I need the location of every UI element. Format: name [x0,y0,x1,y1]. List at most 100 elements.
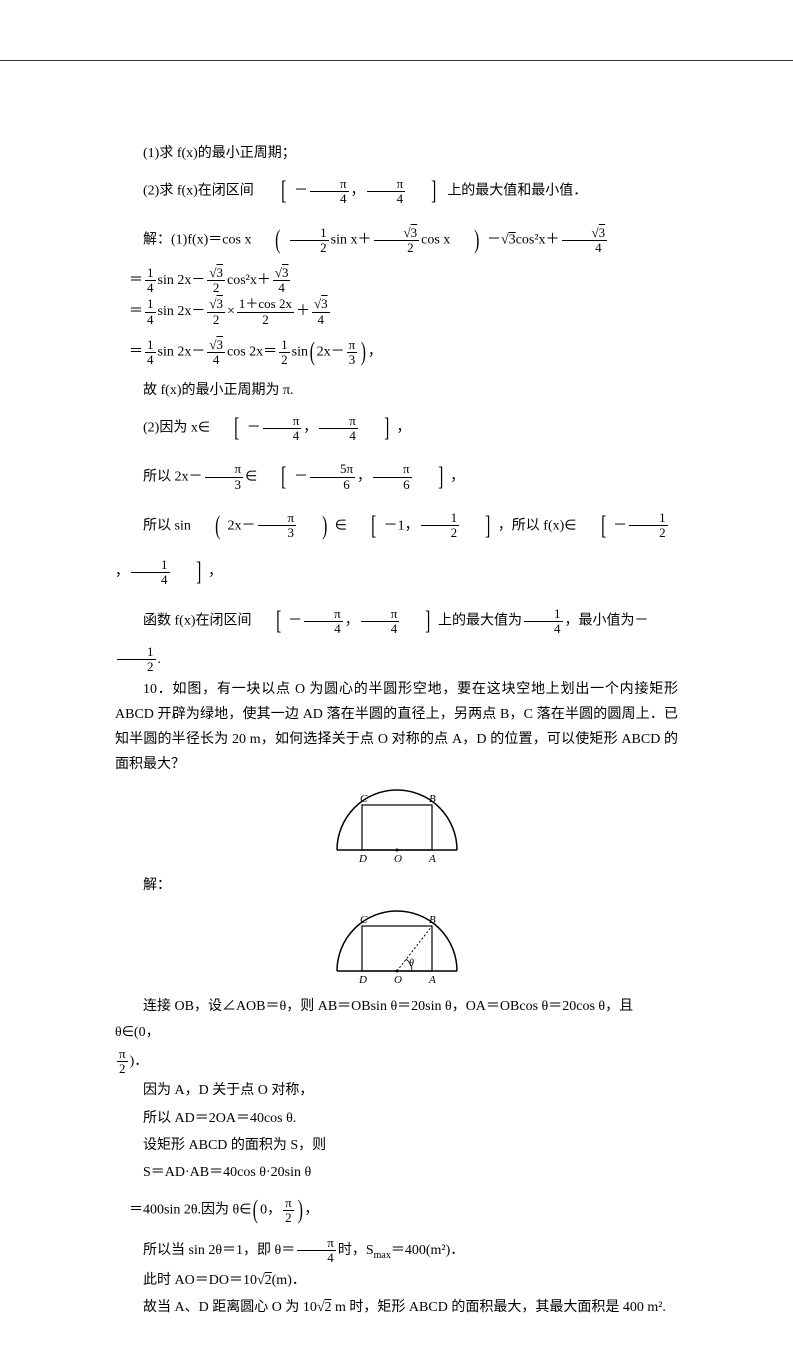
sol10-l2: 因为 A，D 关于点 O 对称， [115,1078,678,1103]
bracket-r: ] [409,598,431,645]
sol10-l1: 连接 OB，设∠AOB＝θ，则 AB＝OBsin θ＝20sin θ，OA＝OB… [115,994,678,1044]
frac: 12 [290,226,329,256]
t: . [158,652,162,667]
t: cos²x＋ [516,233,560,248]
paren-r: ) [361,329,366,376]
frac: √32 [374,226,420,256]
t: 2x－ [317,345,345,360]
frac: √32 [207,266,225,296]
frac: 12 [421,511,460,541]
t: 所以 sin [143,518,191,533]
diagram-1: C B D O A [115,785,678,865]
t: 函数 f(x)在闭区间 [143,614,252,629]
bracket-r: ] [414,168,436,215]
bracket-l: [ [584,503,606,550]
bracket-r: ] [468,503,490,550]
frac: √34 [312,297,330,327]
bracket-r: ] [179,549,201,596]
frac: π6 [373,462,412,492]
frac: π2 [283,1196,294,1226]
frac: 5π6 [310,462,355,492]
t: ，所以 f(x)∈ [498,518,577,533]
label-C: C [360,793,368,805]
frac: π4 [319,414,358,444]
sol1-line1: 解：(1)f(x)＝cos x(12sin x＋√32cos x)－√3cos²… [115,217,678,264]
sol1-line4: ＝14sin 2x－√34cos 2x＝12sin(2x－π3)， [129,329,678,376]
t: 连接 OB，设∠AOB＝θ，则 AB＝OBsin θ＝20sin θ，OA＝OB… [115,999,633,1039]
sol-lead: 解： [143,233,171,248]
frac: √34 [207,338,225,368]
sol1-line7: 所以 2x－π3∈[－5π6，π6]， [115,454,678,501]
paren-r: ) [305,503,327,550]
frac: 14 [131,558,170,588]
t: ＋ [296,304,310,319]
paren-l: ( [198,503,220,550]
t: max [374,1250,391,1261]
paren-l: ( [253,1187,258,1234]
frac: π4 [263,414,302,444]
frac: √34 [273,266,291,296]
sol1-line5: 故 f(x)的最小正周期为 π. [115,378,678,403]
t: 2 [265,1273,272,1288]
label-D: D [358,974,367,986]
frac: π4 [367,177,406,207]
t: (1)f(x)＝cos x [171,233,251,248]
sol10-l7: 所以当 sin 2θ＝1，即 θ＝π4时，Smax＝400(m²)． [115,1236,678,1266]
paren-r: ) [458,217,480,264]
frac: π3 [205,462,244,492]
t: 所以当 sin 2θ＝1，即 θ＝ [143,1243,295,1258]
bracket-r: ] [421,454,443,501]
bracket-l: [ [265,454,287,501]
t: 2 [325,1300,332,1315]
q1-part2: (2)求 f(x)在闭区间 [－π4，π4] 上的最大值和最小值． [115,168,678,215]
frac: π2 [117,1047,128,1077]
sol10-l9: 故当 A、D 距离圆心 O 为 10√2 m 时，矩形 ABCD 的面积最大，其… [115,1295,678,1320]
t: ＝400sin 2θ.因为 θ∈ [129,1203,251,1218]
sol10-lead: 解： [115,873,678,898]
t: sin 2x－ [158,304,206,319]
page-content: (1)求 f(x)的最小正周期； (2)求 f(x)在闭区间 [－π4，π4] … [0,60,793,1362]
t: sin 2x－ [158,345,206,360]
label-D: D [358,853,367,865]
frac: 12 [629,511,668,541]
sol1-line9: 函数 f(x)在闭区间[－π4，π4]上的最大值为14，最小值为－12. [115,598,678,674]
frac: 14 [145,297,156,327]
sol1-line2: ＝14sin 2x－√32cos²x＋√34 [129,266,678,296]
label-A: A [428,974,436,986]
t: cos 2x＝ [227,345,277,360]
t: 时，S [338,1243,374,1258]
t: m 时，矩形 ABCD 的面积最大，其最大面积是 400 m². [332,1300,666,1315]
t: 上的最大值为 [438,614,522,629]
frac: 12 [279,338,290,368]
frac: π4 [310,177,349,207]
frac: 12 [117,645,156,675]
bracket-r: ] [367,405,389,452]
t: 所以 2x－ [143,469,203,484]
t: (2)因为 x∈ [143,421,210,436]
t: 此时 AO＝DO＝10 [143,1273,257,1288]
q1-part2-text-b: 上的最大值和最小值． [447,184,587,199]
frac: π3 [347,338,358,368]
frac: π4 [304,607,343,637]
sol10-l4: 设矩形 ABCD 的面积为 S，则 [115,1133,678,1158]
bracket-l: [ [265,168,287,215]
frac: √34 [562,226,608,256]
sol1-line3: ＝14sin 2x－√32×1＋cos 2x2＋√34 [129,297,678,327]
t: )． [130,1054,149,1069]
sol10-l5: S＝AD·AB＝40cos θ·20sin θ [115,1160,678,1185]
q1-part1: (1)求 f(x)的最小正周期； [115,141,678,166]
t: 2x－ [228,518,256,533]
label-O: O [394,853,402,865]
sol10-l3: 所以 AD＝2OA＝40cos θ. [115,1106,678,1131]
paren-l: ( [259,217,281,264]
bracket-l: [ [354,503,376,550]
paren-l: ( [310,329,315,376]
paren-r: ) [297,1187,302,1234]
q10-text: 10．如图，有一块以点 O 为圆心的半圆形空地，要在这块空地上划出一个内接矩形 … [115,677,678,778]
frac: 14 [145,338,156,368]
label-theta: θ [409,958,414,969]
t: ＝400(m²)． [391,1243,464,1258]
frac: 14 [145,266,156,296]
t: × [227,304,235,319]
frac: 1＋cos 2x2 [237,297,294,327]
